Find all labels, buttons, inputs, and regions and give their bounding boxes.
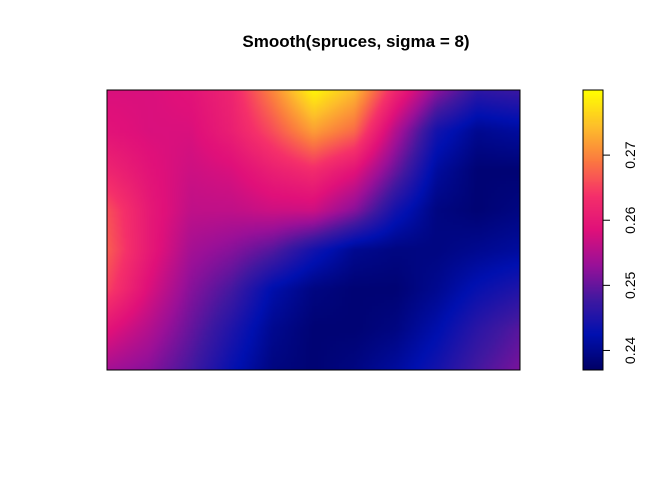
colorbar-tick-label: 0.24 xyxy=(622,337,638,364)
colorbar-ticks: 0.24 0.25 0.26 0.27 xyxy=(603,141,638,364)
plot-frame xyxy=(106,89,521,371)
colorbar-frame xyxy=(582,89,604,371)
heatmap-image xyxy=(107,90,520,370)
colorbar: 0.24 0.25 0.26 0.27 xyxy=(582,89,638,371)
colorbar-tick-label: 0.25 xyxy=(622,272,638,299)
colorbar-gradient xyxy=(583,90,603,370)
chart-title: Smooth(spruces, sigma = 8) xyxy=(242,32,469,51)
colorbar-tick-label: 0.26 xyxy=(622,206,638,233)
heatmap-plot-area xyxy=(106,89,521,371)
colorbar-tick-label: 0.27 xyxy=(622,141,638,168)
